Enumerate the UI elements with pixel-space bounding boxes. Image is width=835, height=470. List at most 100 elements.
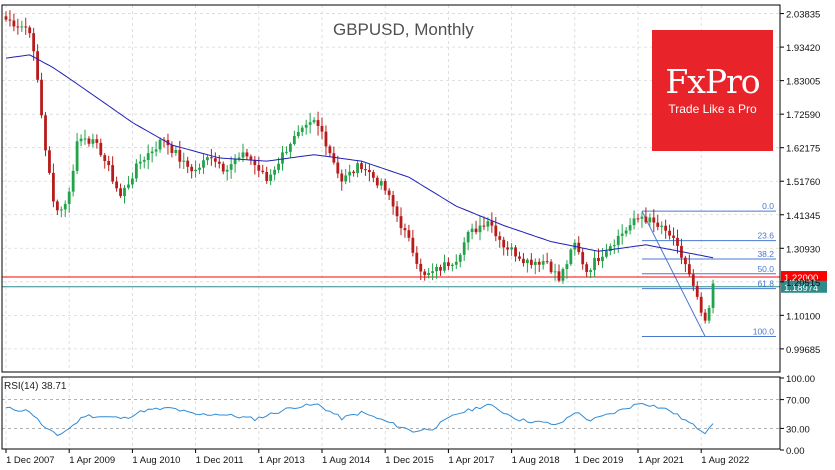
candle-body xyxy=(194,169,197,172)
candle-body xyxy=(36,51,39,80)
candle-body xyxy=(383,181,387,191)
candle-body xyxy=(605,251,608,257)
candle-body xyxy=(601,256,604,262)
candle-body xyxy=(285,151,288,153)
candle-body xyxy=(150,151,154,154)
price-tick-label: 1.62175 xyxy=(786,144,820,155)
rsi-line xyxy=(5,402,714,437)
price-line-tag xyxy=(781,280,827,293)
candle-body xyxy=(593,257,596,271)
candle-body xyxy=(482,225,486,227)
candle-body xyxy=(454,261,458,265)
candle-body xyxy=(4,16,8,20)
candle-body xyxy=(368,170,371,173)
candle-body xyxy=(304,124,308,128)
price-tick-label: 1.83005 xyxy=(786,77,820,88)
candle-body xyxy=(664,225,668,231)
candle-body xyxy=(526,259,529,264)
candle-body xyxy=(672,235,675,238)
candle-body xyxy=(320,125,324,132)
candle-body xyxy=(624,230,628,234)
rsi-value: 38.71 xyxy=(41,381,67,392)
candle-body xyxy=(620,233,624,236)
rsi-tick-label: 100.00 xyxy=(786,374,815,385)
candle-body xyxy=(431,271,434,273)
candle-body xyxy=(71,170,75,192)
time-tick-label: 1 Aug 2014 xyxy=(322,455,370,466)
candle-body xyxy=(154,149,158,152)
time-tick-label: 1 Apr 2017 xyxy=(448,455,494,466)
candle-body xyxy=(703,312,707,321)
candle-body xyxy=(435,267,438,272)
rsi-tick-label: 0.00 xyxy=(786,446,805,457)
candle-body xyxy=(308,122,312,125)
candle-body xyxy=(486,221,490,227)
candle-body xyxy=(292,136,296,145)
fxpro-logo: FxPro Trade Like a Pro xyxy=(652,30,773,151)
candle-body xyxy=(281,152,284,164)
rsi-panel-frame xyxy=(1,376,781,450)
candle-body xyxy=(399,216,403,229)
candle-body xyxy=(632,218,636,226)
candle-body xyxy=(8,19,12,21)
candle-body xyxy=(182,160,186,162)
fib-level-label: 0.0 xyxy=(762,201,774,211)
candle-body xyxy=(178,149,182,162)
fib-level-label: 38.2 xyxy=(757,249,774,259)
candle-body xyxy=(529,259,533,265)
rsi-tick-label: 70.00 xyxy=(786,396,810,407)
candle-body xyxy=(447,262,450,267)
candle-body xyxy=(170,145,174,153)
price-line-tag-label: 1.18974 xyxy=(784,283,818,294)
moving-average xyxy=(5,54,714,259)
candle-body xyxy=(324,131,328,147)
candle-body xyxy=(498,236,502,240)
candle-body xyxy=(549,261,553,273)
candle-body xyxy=(478,225,482,233)
candle-body xyxy=(59,209,63,211)
candle-body xyxy=(336,162,340,174)
candle-body xyxy=(134,163,138,179)
price-tick-label: 1.20515 xyxy=(786,278,820,289)
candle-body xyxy=(277,163,280,170)
candle-body xyxy=(158,139,162,150)
candlestick-series xyxy=(4,10,715,324)
candle-body xyxy=(67,191,71,204)
candle-body xyxy=(510,247,513,250)
candle-body xyxy=(340,173,344,182)
candle-body xyxy=(561,269,565,281)
price-tick-label: 2.03835 xyxy=(786,10,820,21)
candle-body xyxy=(375,177,379,186)
candle-body xyxy=(699,296,703,313)
candle-body xyxy=(190,166,194,172)
time-tick-label: 1 Apr 2021 xyxy=(638,455,684,466)
time-tick-label: 1 Aug 2018 xyxy=(512,455,560,466)
candle-body xyxy=(490,221,494,226)
candle-body xyxy=(514,247,517,257)
candle-body xyxy=(348,171,352,176)
candle-body xyxy=(608,246,612,252)
candle-body xyxy=(28,27,32,34)
candle-body xyxy=(522,258,525,264)
candle-body xyxy=(660,225,664,227)
candle-body xyxy=(695,285,699,297)
candle-body xyxy=(296,131,300,137)
price-tick-label: 1.30930 xyxy=(786,244,820,255)
price-tick-label: 1.72590 xyxy=(786,110,820,121)
candle-body xyxy=(233,159,237,165)
fib-level-label: 23.6 xyxy=(757,231,774,241)
time-tick-label: 1 Dec 2007 xyxy=(6,455,55,466)
candle-body xyxy=(668,230,671,236)
candle-body xyxy=(107,161,111,166)
rsi-panel xyxy=(5,402,714,437)
candle-body xyxy=(20,26,24,28)
fib-level-label: 61.8 xyxy=(757,279,774,289)
candle-body xyxy=(63,203,67,210)
candle-body xyxy=(691,274,695,286)
candle-body xyxy=(83,138,87,140)
candle-body xyxy=(419,263,423,272)
candle-body xyxy=(565,264,569,270)
fibonacci-levels: 0.0 23.6 38.2 50.0 61.8 100.0 xyxy=(641,201,776,338)
candle-body xyxy=(533,261,537,265)
